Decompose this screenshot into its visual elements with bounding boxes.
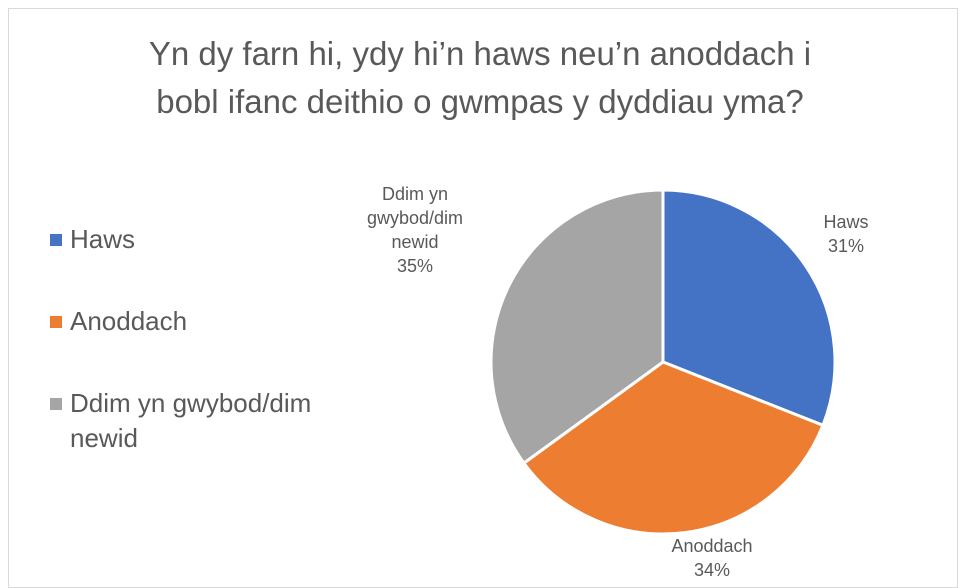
data-label-percent: 35% (397, 256, 433, 276)
data-label-ddim-yn-gwybod: Ddim yn gwybod/dim newid 35% (367, 184, 463, 276)
pie-slice-ddim-yn-gwybod[interactable] (489, 188, 665, 465)
data-label-name: Ddim yn (382, 184, 448, 204)
legend-label-haws: Haws (70, 224, 136, 254)
data-label-name: newid (391, 232, 438, 252)
legend-swatch-ddim-yn-gwybod (50, 398, 62, 410)
legend-swatch-haws (50, 234, 62, 246)
chart-title-line-2: bobl ifanc deithio o gwmpas y dyddiau ym… (156, 83, 804, 120)
legend-item-ddim-yn-gwybod[interactable]: Ddim yn gwybod/dim newid (50, 386, 380, 456)
chart-legend: Haws Anoddach Ddim yn gwybod/dim newid (50, 222, 380, 456)
pie-slice-haws[interactable] (661, 188, 837, 427)
pie-slice-labels: Haws 31% Anoddach 34% Ddim yn gwybod/dim newid… (367, 184, 869, 580)
data-label-name: gwybod/dim (367, 208, 463, 228)
data-label-name: Haws (823, 212, 868, 232)
legend-swatch-anoddach (50, 316, 62, 328)
chart-title: Yn dy farn hi, ydy hi’n haws neu’n anodd… (0, 30, 960, 126)
legend-label-anoddach: Anoddach (70, 306, 188, 336)
data-label-percent: 31% (828, 236, 864, 256)
data-label-percent: 34% (694, 560, 730, 580)
data-label-anoddach: Anoddach 34% (671, 536, 752, 580)
legend-label-ddim-yn-gwybod: Ddim yn gwybod/dim newid (70, 388, 312, 453)
legend-item-haws[interactable]: Haws (50, 222, 380, 257)
data-label-haws: Haws 31% (823, 212, 868, 256)
legend-item-anoddach[interactable]: Anoddach (50, 304, 380, 339)
data-label-name: Anoddach (671, 536, 752, 556)
pie-slices (489, 188, 837, 536)
chart-title-line-1: Yn dy farn hi, ydy hi’n haws neu’n anodd… (148, 35, 812, 72)
pie-slice-anoddach[interactable] (522, 360, 825, 536)
